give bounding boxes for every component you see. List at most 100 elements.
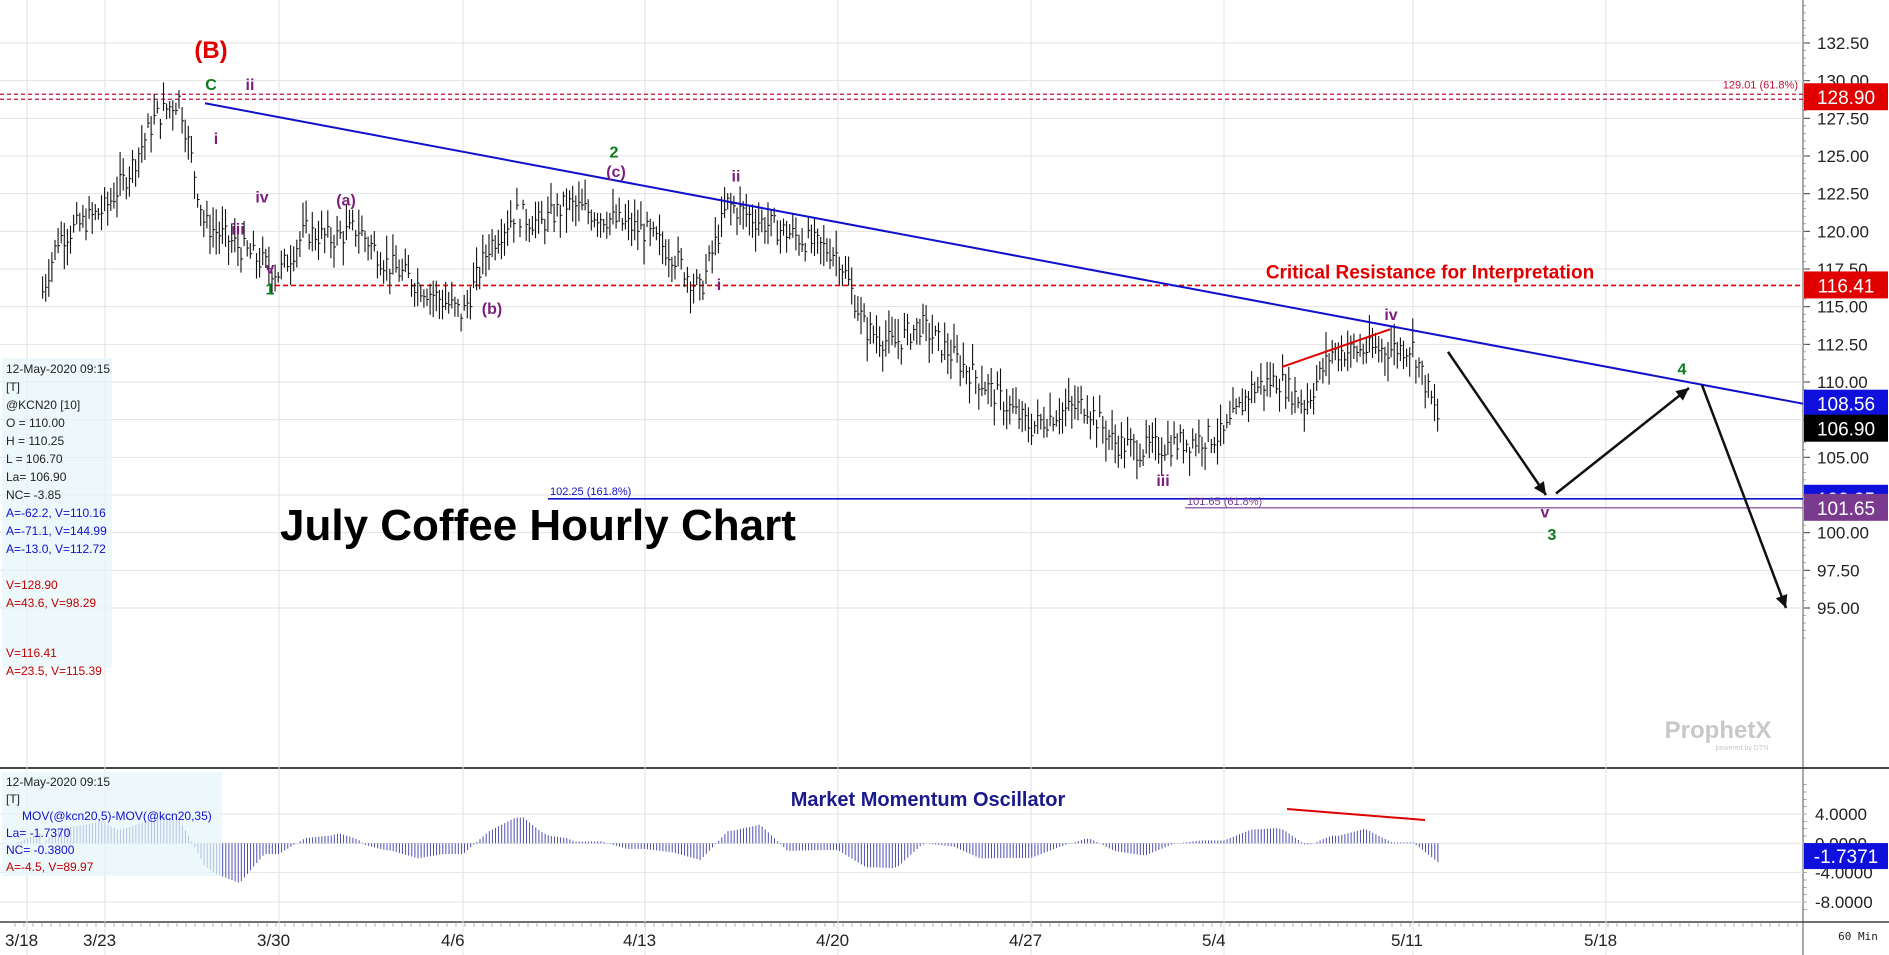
info-line-red: A=23.5, V=115.39 [6, 664, 102, 678]
osc-info-timestamp: 12-May-2020 09:15 [6, 775, 110, 789]
info-line: La= 106.90 [6, 470, 67, 484]
info-line: L = 106.70 [6, 452, 63, 466]
osc-info-name: MOV(@kcn20,5)-MOV(@kcn20,35) [22, 809, 212, 823]
wave-label: C [205, 77, 217, 94]
wave-label: iii [1156, 473, 1169, 490]
arrow-down-1 [1446, 351, 1548, 496]
wave-label: (b) [482, 301, 502, 318]
wave-label: 3 [1548, 527, 1557, 544]
x-axis-ticks: 3/18 3/23 3/30 4/6 4/13 4/20 4/27 5/4 5/11 5/18 [5, 922, 1798, 950]
wave-label: v [1541, 505, 1550, 522]
x-tick-label: 5/18 [1584, 931, 1617, 950]
y-tick-label: 122.50 [1817, 185, 1869, 204]
info-line-red: V=116.41 [6, 646, 57, 660]
info-line-red: V=128.90 [6, 578, 58, 592]
y-tick-label: 100.00 [1817, 524, 1869, 543]
price-tag-bg [1804, 389, 1888, 417]
level-lines: 129.01 (61.8%) Critical Resistance for In… [0, 80, 1803, 509]
wave-label: iv [255, 190, 268, 207]
info-timestamp: 12-May-2020 09:15 [6, 362, 110, 376]
oscillator-title: Market Momentum Oscillator [791, 789, 1066, 811]
price-divergence-line [1281, 328, 1391, 368]
wave-label: 4 [1678, 361, 1687, 378]
y-tick-label: 95.00 [1817, 599, 1860, 618]
wave-label: ii [246, 77, 255, 94]
wave-label: (a) [336, 193, 356, 210]
osc-tick-label: -8.0000 [1815, 893, 1873, 912]
wave-label: (B) [194, 37, 227, 64]
price-tag-bg [1804, 414, 1888, 442]
wave-label: i [717, 277, 721, 294]
info-line-blue: A=-71.1, V=144.99 [6, 524, 107, 538]
critical-resistance-label: Critical Resistance for Interpretation [1266, 262, 1594, 283]
x-tick-label: 3/30 [257, 931, 290, 950]
oscillator-info-box: 12-May-2020 09:15 [T] MOV(@kcn20,5)-MOV(… [2, 772, 222, 876]
arrow-down-2 [1700, 384, 1788, 609]
info-line: O = 110.00 [6, 416, 65, 430]
arrow-up-head [1675, 388, 1689, 401]
y-tick-label: 112.50 [1817, 335, 1868, 354]
level-label-102-25: 102.25 (161.8%) [550, 486, 631, 498]
y-tick-label: 125.00 [1817, 147, 1869, 166]
y-tick-label: 110.00 [1817, 373, 1868, 392]
level-label-129: 129.01 (61.8%) [1723, 80, 1798, 92]
wave-label: 1 [266, 282, 275, 299]
wave-label: iv [1384, 307, 1397, 324]
y-tick-label: 97.50 [1817, 561, 1860, 580]
price-tag: 108.56 [1817, 395, 1875, 416]
info-line-blue: A=-13.0, V=112.72 [6, 542, 106, 556]
chart-title: July Coffee Hourly Chart [280, 501, 796, 550]
price-info-box: 12-May-2020 09:15 [T] @KCN20 [10] O = 11… [2, 358, 112, 678]
info-line: NC= -3.85 [6, 488, 61, 502]
info-line: H = 110.25 [6, 434, 64, 448]
price-panel-bg [0, 0, 1803, 768]
wave-label: ii [732, 169, 741, 186]
price-tag: 128.90 [1817, 88, 1875, 109]
wave-label: 2 [610, 145, 619, 162]
x-tick-label: 4/6 [441, 931, 465, 950]
downtrend-line [204, 102, 1804, 405]
info-flag: [T] [6, 380, 20, 394]
osc-tag-bg [1804, 843, 1888, 870]
y-axis-bg [1803, 0, 1889, 955]
osc-tick-label: 4.0000 [1815, 805, 1867, 824]
y-tick-label: 132.50 [1817, 34, 1869, 53]
price-tag: 116.41 [1818, 276, 1875, 297]
info-line-red: A=43.6, V=98.29 [6, 596, 96, 610]
y-tick-label: 115.00 [1817, 298, 1868, 317]
info-symbol: @KCN20 [10] [6, 398, 80, 412]
price-tag: 106.90 [1817, 420, 1875, 441]
y-tick-label: 105.00 [1817, 448, 1869, 467]
arrow-down-1-head [1533, 481, 1546, 495]
osc-info-line: NC= -0.3800 [6, 843, 75, 857]
x-tick-label: 4/27 [1009, 931, 1042, 950]
wave-label: v [266, 261, 275, 278]
x-tick-label: 5/11 [1391, 931, 1423, 950]
price-tags: 128.90116.41108.56106.90102.25101.65-1.7… [1804, 83, 1888, 870]
price-grid [0, 0, 1803, 955]
x-tick-label: 3/18 [5, 931, 38, 950]
level-label-101-65: 101.65 (61.8%) [1187, 496, 1262, 508]
x-tick-label: 4/20 [816, 931, 849, 950]
info-line-blue: A=-62.2, V=110.16 [6, 506, 106, 520]
wave-label: i [214, 131, 218, 148]
arrow-up [1555, 387, 1690, 495]
arrow-down-2-head [1775, 594, 1788, 608]
y-tick-label: 127.50 [1817, 109, 1869, 128]
watermark: ProphetX [1665, 717, 1772, 744]
osc-info-line: La= -1.7370 [6, 826, 71, 840]
x-tick-label: 3/23 [83, 931, 116, 950]
price-tag-bg [1804, 271, 1888, 299]
trend-drawings [204, 102, 1804, 821]
x-tick-label: 4/13 [623, 931, 656, 950]
osc-divergence-line [1286, 808, 1426, 821]
osc-info-flag: [T] [6, 792, 20, 806]
watermark-sub: powered by DTN [1716, 745, 1769, 752]
wave-label: (c) [606, 164, 626, 181]
timeframe-label: 60 Min [1838, 930, 1878, 943]
price-tag-bg [1804, 493, 1888, 521]
osc-current-tag: -1.7371 [1814, 847, 1878, 868]
